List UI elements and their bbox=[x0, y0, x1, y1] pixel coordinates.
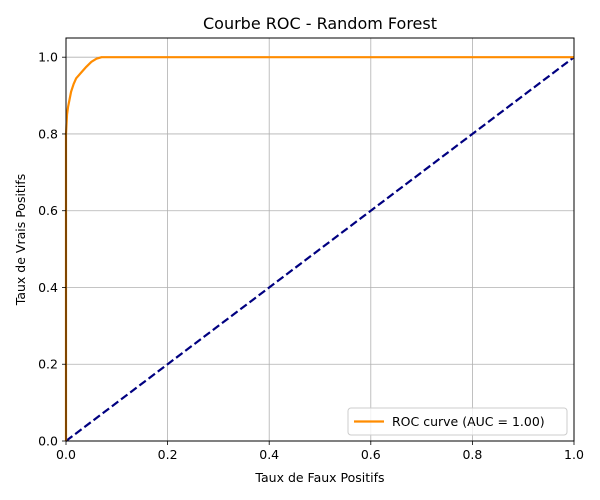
x-tick-label: 0.2 bbox=[158, 447, 178, 462]
x-axis-title: Taux de Faux Positifs bbox=[254, 470, 384, 485]
ticks: 0.0 0.2 0.4 0.6 0.8 1.0 0.0 0.2 0.4 0.6 0.8 1.0 bbox=[38, 50, 584, 462]
legend-label: ROC curve (AUC = 1.00) bbox=[392, 414, 545, 429]
diagonal-reference-line bbox=[65, 56, 575, 442]
roc-curve-line bbox=[64, 56, 574, 441]
x-tick-label: 0.6 bbox=[361, 447, 381, 462]
legend: ROC curve (AUC = 1.00) bbox=[347, 407, 568, 436]
y-tick-label: 0.6 bbox=[38, 203, 58, 218]
y-tick-label: 1.0 bbox=[38, 50, 58, 65]
y-tick-label: 0.2 bbox=[38, 357, 58, 372]
series-layer bbox=[64, 56, 575, 442]
x-tick-label: 0.8 bbox=[462, 447, 482, 462]
x-tick-label: 0.0 bbox=[56, 447, 76, 462]
chart-title: Courbe ROC - Random Forest bbox=[203, 14, 437, 33]
x-tick-label: 0.4 bbox=[259, 447, 279, 462]
x-tick-label: 1.0 bbox=[564, 447, 584, 462]
plot-frame bbox=[65, 37, 575, 442]
y-tick-label: 0.0 bbox=[38, 434, 58, 449]
legend-box bbox=[347, 407, 568, 436]
y-axis-title: Taux de Vrais Positifs bbox=[13, 174, 28, 306]
y-tick-label: 0.4 bbox=[38, 280, 58, 295]
grid bbox=[65, 38, 575, 442]
y-tick-label: 0.8 bbox=[38, 126, 58, 141]
